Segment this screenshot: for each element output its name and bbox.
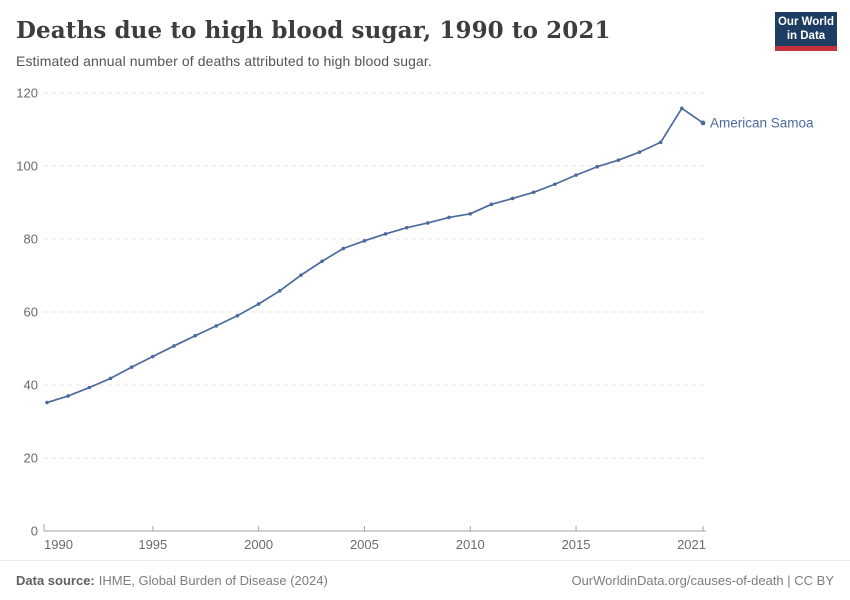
y-tick-label: 0 — [31, 524, 38, 539]
line-chart-plot-area: 0 20 40 60 80 100 120 1990 1995 2000 2005 2010 2015 2… — [16, 86, 814, 553]
data-point[interactable] — [595, 164, 599, 169]
data-point[interactable] — [108, 376, 113, 381]
y-tick-label: 40 — [24, 378, 38, 393]
data-point[interactable] — [700, 120, 706, 126]
data-point[interactable] — [362, 239, 367, 243]
x-tick-label: 2005 — [350, 537, 379, 552]
data-source-line: Data source: IHME, Global Burden of Disea… — [16, 573, 328, 588]
x-tick-label: 2021 — [677, 537, 706, 552]
y-tick-label: 60 — [24, 305, 38, 320]
data-point[interactable] — [87, 385, 92, 390]
data-point[interactable] — [320, 259, 324, 264]
data-source-label: Data source: — [16, 573, 95, 588]
series-label[interactable]: American Samoa — [710, 115, 814, 130]
data-point[interactable] — [510, 196, 515, 201]
data-point[interactable] — [553, 182, 557, 187]
data-point[interactable] — [489, 202, 494, 207]
data-point[interactable] — [616, 158, 621, 162]
data-point[interactable] — [299, 273, 303, 277]
data-source-text: IHME, Global Burden of Disease (2024) — [98, 573, 328, 588]
owid-logo[interactable]: Our World in Data — [775, 12, 837, 51]
chart-header: Deaths due to high blood sugar, 1990 to … — [0, 0, 850, 80]
data-point[interactable] — [256, 302, 261, 306]
x-tick-label: 1990 — [44, 537, 73, 552]
data-point[interactable] — [637, 150, 642, 154]
data-point[interactable] — [235, 313, 240, 318]
data-point[interactable] — [426, 221, 430, 225]
data-point[interactable] — [468, 212, 473, 216]
y-tick-label: 80 — [24, 232, 38, 247]
logo-text-line2: in Data — [786, 29, 826, 42]
data-point[interactable] — [658, 140, 663, 145]
data-point[interactable] — [404, 225, 409, 230]
data-point[interactable] — [214, 324, 219, 328]
x-tick-label: 1995 — [138, 537, 167, 552]
data-point[interactable] — [447, 215, 451, 220]
series-line — [46, 107, 704, 404]
page-title: Deaths due to high blood sugar, 1990 to … — [16, 17, 611, 44]
data-point[interactable] — [193, 333, 197, 338]
data-point[interactable] — [172, 344, 176, 348]
y-tick-label: 120 — [16, 86, 38, 101]
data-point[interactable] — [66, 394, 70, 398]
data-point[interactable] — [277, 289, 282, 293]
x-tick-label: 2010 — [456, 537, 485, 552]
data-point[interactable] — [574, 173, 578, 177]
y-tick-label: 100 — [16, 159, 38, 174]
x-tick-label: 2000 — [244, 537, 273, 552]
owid-url-link[interactable]: OurWorldinData.org/causes-of-death | CC … — [571, 573, 834, 588]
logo-text-line1: Our World — [777, 16, 834, 28]
data-point[interactable] — [341, 246, 346, 251]
data-point[interactable] — [45, 400, 49, 405]
chart-footer: Data source: IHME, Global Burden of Disea… — [0, 560, 850, 600]
data-point[interactable] — [383, 232, 388, 236]
data-point[interactable] — [129, 365, 134, 369]
chart-subtitle: Estimated annual number of deaths attrib… — [16, 53, 432, 69]
data-point[interactable] — [531, 190, 536, 195]
data-point[interactable] — [680, 106, 684, 111]
y-tick-label: 20 — [24, 451, 38, 466]
x-tick-label: 2015 — [562, 537, 591, 552]
data-point[interactable] — [151, 354, 155, 359]
